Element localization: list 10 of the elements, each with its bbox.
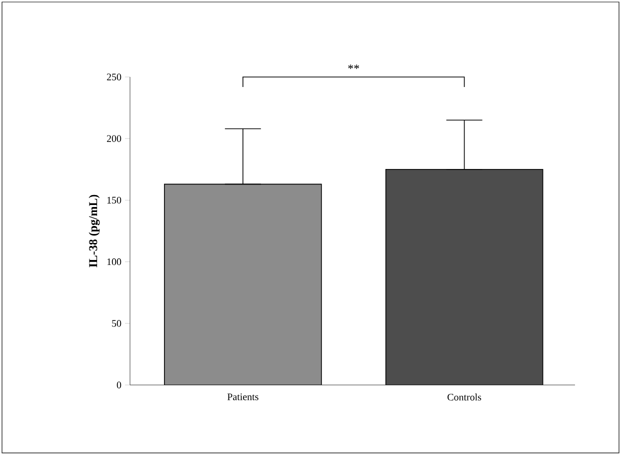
y-tick-label: 150 [107, 196, 122, 204]
y-tick-label: 250 [106, 74, 122, 80]
y-tick-label: 0 [116, 382, 122, 388]
x-tick-label: Controls [448, 393, 482, 401]
text: ** [348, 64, 360, 70]
x-tick-label: Patients [227, 394, 258, 400]
y-tick-label: 50 [112, 320, 122, 327]
y-tick-label: 100 [107, 258, 122, 266]
y-axis-title: IL-38 (pg/mL) [88, 194, 100, 268]
y-tick-label: 200 [106, 135, 122, 142]
